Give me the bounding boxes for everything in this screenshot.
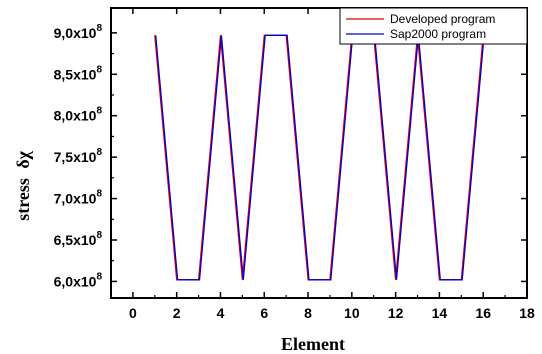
series-line-1 [154, 34, 484, 281]
x-tick-label: 18 [519, 305, 535, 321]
x-axis-title: Element [281, 334, 345, 354]
legend-label-1: Developed program [390, 12, 495, 26]
x-tick-label: 2 [173, 305, 181, 321]
y-tick-label: 6,5x108 [54, 230, 103, 248]
x-tick-label: 14 [432, 305, 448, 321]
y-tick-label: 7,5x108 [54, 147, 103, 165]
legend-label-2: Sap2000 program [390, 27, 486, 41]
x-tick-label: 6 [260, 305, 268, 321]
svg-text:stress δχ: stress δχ [13, 151, 33, 221]
x-tick-label: 4 [217, 305, 225, 321]
x-tick-label: 10 [344, 305, 360, 321]
y-tick-label: 7,0x108 [54, 189, 103, 207]
legend-box [339, 7, 528, 45]
x-tick-label: 12 [388, 305, 404, 321]
y-tick-label: 6,0x108 [54, 271, 103, 289]
y-tick-label: 8,5x108 [54, 64, 103, 82]
x-tick-label: 16 [475, 305, 491, 321]
y-axis-title: stress δχ [13, 151, 33, 221]
y-axis-title-symbol: δχ [13, 151, 33, 169]
series-line-2 [155, 34, 485, 281]
y-tick-label: 8,0x108 [54, 106, 103, 124]
x-tick-label: 8 [304, 305, 312, 321]
tick-layer: 0 2 4 6 8 10 12 14 16 18 6,0x108 6,5x108 7,0x108 7,5x… [54, 8, 535, 321]
axis-layer [110, 7, 528, 299]
series-layer [154, 34, 485, 281]
y-axis-title-text: stress [13, 178, 33, 221]
y-tick-label: 9,0x108 [54, 23, 103, 41]
plot-frame [110, 7, 528, 299]
x-tick-label: 0 [129, 305, 137, 321]
